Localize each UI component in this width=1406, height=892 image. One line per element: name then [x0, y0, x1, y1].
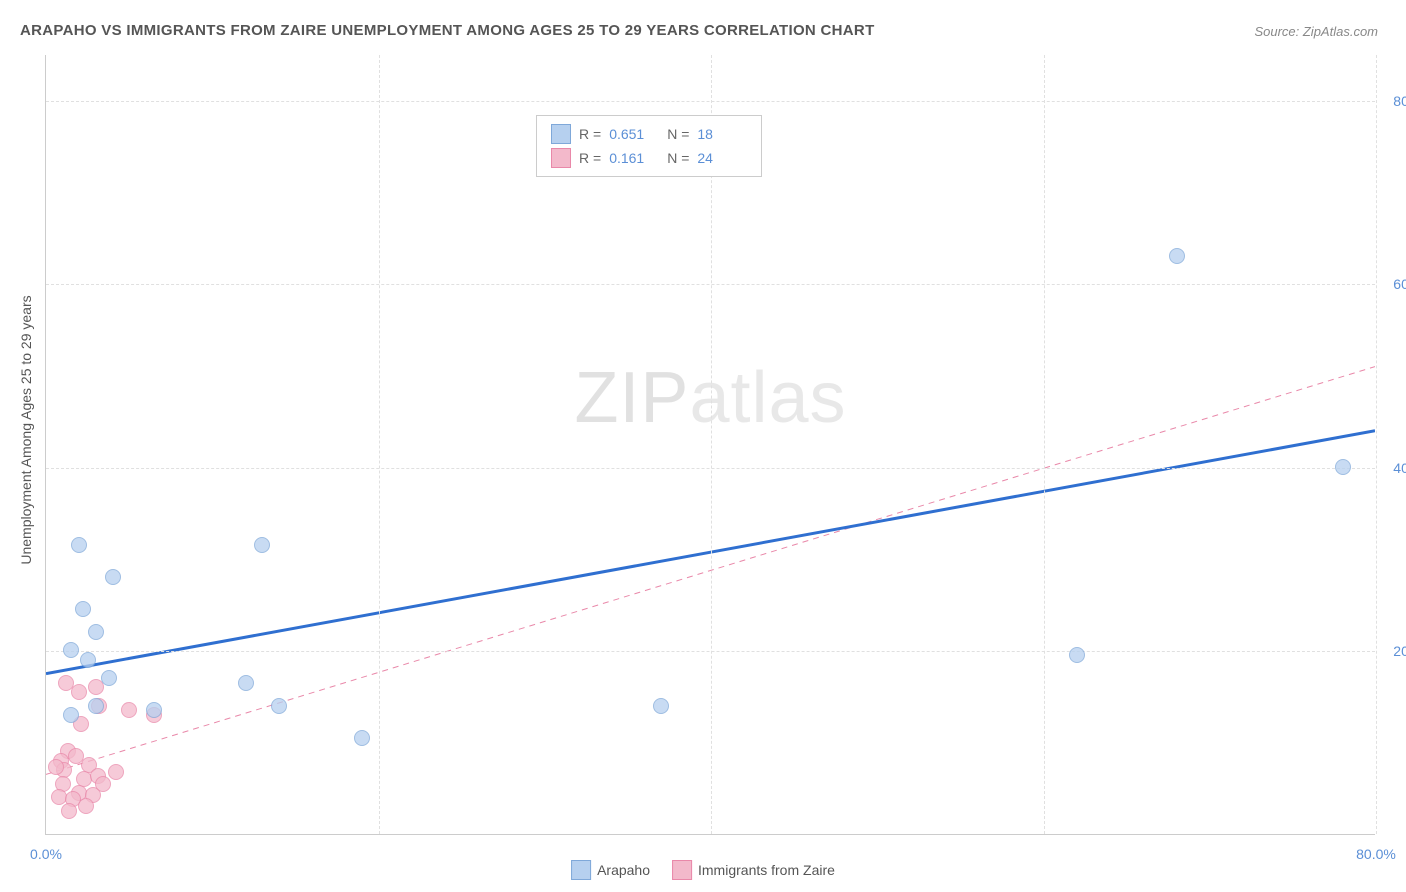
swatch-arapaho: [551, 124, 571, 144]
source-attribution: Source: ZipAtlas.com: [1254, 24, 1378, 39]
data-point-arapaho: [1335, 459, 1351, 475]
data-point-arapaho: [80, 652, 96, 668]
data-point-arapaho: [271, 698, 287, 714]
y-tick-label: 20.0%: [1393, 643, 1406, 659]
data-point-arapaho: [75, 601, 91, 617]
data-point-zaire: [121, 702, 137, 718]
x-tick-label: 0.0%: [30, 846, 62, 862]
n-value-arapaho: 18: [697, 126, 747, 142]
watermark-bold: ZIP: [574, 358, 689, 438]
data-point-arapaho: [146, 702, 162, 718]
y-axis-label: Unemployment Among Ages 25 to 29 years: [18, 295, 34, 564]
chart-title: ARAPAHO VS IMMIGRANTS FROM ZAIRE UNEMPLO…: [20, 22, 875, 39]
data-point-zaire: [108, 764, 124, 780]
data-point-arapaho: [354, 730, 370, 746]
data-point-arapaho: [653, 698, 669, 714]
data-point-arapaho: [238, 675, 254, 691]
gridline-v: [1376, 55, 1377, 834]
r-label: R =: [579, 150, 601, 166]
data-point-arapaho: [254, 537, 270, 553]
gridline-v: [379, 55, 380, 834]
data-point-arapaho: [1069, 647, 1085, 663]
y-tick-label: 80.0%: [1393, 93, 1406, 109]
data-point-arapaho: [88, 698, 104, 714]
legend-label-arapaho: Arapaho: [597, 862, 650, 878]
data-point-arapaho: [63, 642, 79, 658]
n-label: N =: [667, 126, 689, 142]
r-value-arapaho: 0.651: [609, 126, 659, 142]
data-point-zaire: [78, 798, 94, 814]
legend-item-arapaho: Arapaho: [571, 860, 650, 880]
data-point-zaire: [71, 684, 87, 700]
y-tick-label: 60.0%: [1393, 276, 1406, 292]
data-point-arapaho: [88, 624, 104, 640]
plot-area: ZIPatlas 20.0%40.0%60.0%80.0%0.0%80.0% R…: [45, 55, 1375, 835]
data-point-arapaho: [105, 569, 121, 585]
swatch-arapaho-bottom: [571, 860, 591, 880]
data-point-zaire: [61, 803, 77, 819]
data-point-zaire: [95, 776, 111, 792]
y-tick-label: 40.0%: [1393, 460, 1406, 476]
legend-row-arapaho: R = 0.651 N = 18: [551, 122, 747, 146]
data-point-arapaho: [71, 537, 87, 553]
n-value-zaire: 24: [697, 150, 747, 166]
watermark-thin: atlas: [689, 358, 846, 438]
correlation-legend: R = 0.651 N = 18 R = 0.161 N = 24: [536, 115, 762, 177]
n-label: N =: [667, 150, 689, 166]
data-point-arapaho: [1169, 248, 1185, 264]
r-value-zaire: 0.161: [609, 150, 659, 166]
swatch-zaire: [551, 148, 571, 168]
legend-label-zaire: Immigrants from Zaire: [698, 862, 835, 878]
gridline-v: [1044, 55, 1045, 834]
data-point-arapaho: [63, 707, 79, 723]
legend-item-zaire: Immigrants from Zaire: [672, 860, 835, 880]
x-tick-label: 80.0%: [1356, 846, 1396, 862]
swatch-zaire-bottom: [672, 860, 692, 880]
r-label: R =: [579, 126, 601, 142]
legend-row-zaire: R = 0.161 N = 24: [551, 146, 747, 170]
series-legend: Arapaho Immigrants from Zaire: [571, 860, 835, 880]
data-point-arapaho: [101, 670, 117, 686]
data-point-zaire: [48, 759, 64, 775]
